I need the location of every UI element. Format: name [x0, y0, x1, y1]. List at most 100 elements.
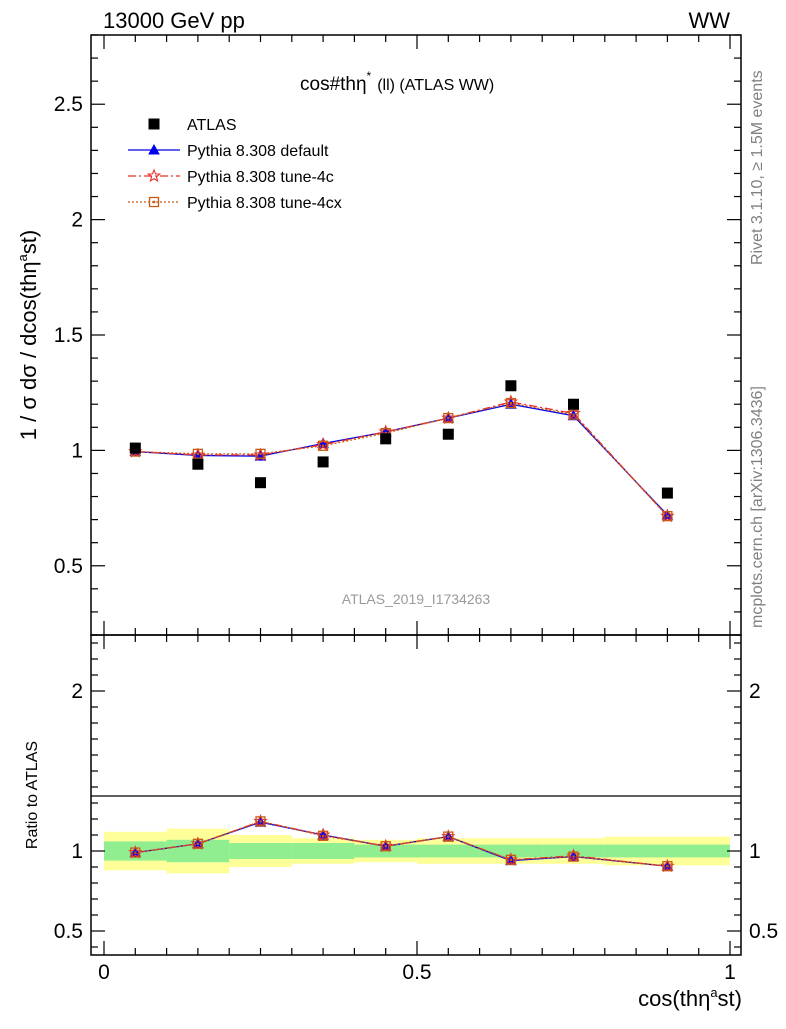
plot-title-sup: *	[367, 69, 372, 83]
main-point-tune-4cx	[568, 409, 579, 420]
legend-label: ATLAS	[187, 117, 237, 134]
y-tick-label: 1.5	[54, 324, 83, 347]
ratio-point-tune-4cx-center	[134, 851, 137, 854]
atlas-data-point	[317, 456, 329, 468]
ratio-point-tune-4cx-center	[666, 865, 669, 868]
ratio-point-tune-4cx	[192, 838, 204, 849]
ratio-point-tune-4cx-center	[259, 820, 262, 823]
ratio-y-tick-label-right: 2	[749, 680, 761, 703]
main-point-tune-4cx	[662, 511, 673, 522]
ratio-y-tick-label: 0.5	[54, 920, 83, 943]
ratio-point-tune-4cx	[443, 831, 454, 842]
legend-marker-tune4c	[146, 168, 162, 183]
x-axis-label-main: cos(thη	[638, 986, 710, 1011]
band-inner-bin	[604, 844, 730, 858]
main-point-tune-4cx-center	[384, 431, 387, 435]
x-axis-label-end: st)	[718, 986, 742, 1011]
x-tick-label: 1	[724, 961, 736, 984]
main-point-tune-4cx-center	[509, 401, 513, 405]
legend-label: Pythia 8.308 tune-4c	[187, 169, 334, 186]
legend-label: Pythia 8.308 default	[187, 143, 329, 160]
ratio-point-tune-4cx-center	[447, 835, 450, 838]
ratio-point-tune-4cx-center	[384, 845, 387, 848]
ratio-y-tick-label-right: 0.5	[749, 920, 778, 943]
y-axis-label: 1 / σ dσ / dcos(thηast)	[15, 230, 41, 440]
main-point-tune-4cx-center	[321, 444, 325, 447]
atlas-data-point	[129, 442, 141, 454]
ratio-y-tick-label-right: 1	[749, 840, 761, 863]
header-left: 13000 GeV pp	[103, 8, 245, 33]
legend-marker-atlas	[148, 118, 160, 130]
atlas-data-point	[568, 398, 579, 410]
main-line-tune-4c	[135, 401, 668, 517]
main-panel: 0.5 1 1.5 2 2.5 ATLAS_2019_I1734263 cos#thη*…	[54, 34, 742, 636]
watermark: ATLAS_2019_I1734263	[342, 591, 491, 607]
y-tick-label: 2	[71, 209, 83, 232]
band-inner-bin	[417, 844, 480, 858]
ratio-y-tick-label: 2	[71, 680, 83, 703]
y-axis-label-sup: a	[15, 253, 30, 261]
mcplots-label: mcplots.cern.ch [arXiv:1306.3436]	[749, 386, 766, 628]
atlas-data-point	[255, 477, 266, 489]
ratio-y-tick-label: 1	[71, 840, 83, 863]
main-point-tune-4cx	[317, 440, 329, 451]
main-point-tune-4cx	[443, 412, 454, 424]
plot-title-main: cos#thη	[300, 74, 367, 95]
band-inner-bin	[291, 843, 355, 859]
legend-marker-tune4cx-center	[152, 200, 156, 204]
ratio-point-tune-4cx	[317, 830, 329, 841]
ratio-series	[128, 813, 675, 873]
atlas-data-point	[505, 380, 517, 392]
ratio-point-tune-4cx	[505, 854, 517, 865]
y-axis-label-end: st)	[16, 230, 41, 254]
y-axis-label-main: 1 / σ dσ / dcos(thη	[16, 261, 41, 440]
legend-marker-tune4cx	[148, 196, 160, 208]
main-point-tune-4cx	[255, 448, 266, 459]
ratio-point-tune-4cx	[380, 841, 391, 852]
main-point-tune-4cx-center	[196, 452, 200, 456]
main-ticks: 0.5 1 1.5 2 2.5	[54, 34, 741, 636]
legend-label: Pythia 8.308 tune-4cx	[187, 195, 342, 212]
main-point-tune-4cx-center	[666, 514, 669, 518]
main-point-tune-4cx	[192, 448, 204, 459]
main-point-tune-4cx-center	[447, 416, 450, 420]
main-point-tune-4cx-center	[572, 413, 575, 416]
legend-marker-default	[148, 143, 160, 155]
main-series	[128, 380, 675, 523]
main-point-tune-4cx	[505, 397, 517, 409]
ratio-point-tune-4cx-center	[509, 858, 513, 861]
ratio-point-tune-4cx-center	[196, 842, 200, 845]
ratio-point-tune-4cx	[662, 861, 673, 872]
x-axis-label: cos(thηast)	[638, 985, 742, 1011]
ratio-point-tune-4cx-center	[572, 855, 575, 858]
y-tick-label: 1	[71, 439, 83, 462]
atlas-data-point	[661, 487, 673, 499]
x-axis-label-sup: a	[710, 985, 718, 1000]
ratio-panel: 0.5 0.5 1 1 2 2 0 0.5 1	[54, 634, 778, 984]
band-inner-bin	[229, 843, 292, 859]
ratio-y-axis-label: Ratio to ATLAS	[24, 741, 41, 849]
ratio-point-tune-4cx	[130, 847, 141, 858]
y-tick-label: 2.5	[54, 93, 83, 116]
main-line-tune-4cx	[135, 402, 668, 517]
main-line-default	[135, 403, 668, 516]
ratio-bands	[104, 828, 730, 874]
header-right: WW	[688, 8, 730, 33]
plot-title-rest: (ll) (ATLAS WW)	[377, 77, 494, 94]
ratio-frame	[90, 634, 742, 956]
main-point-tune-4cx-center	[259, 452, 262, 456]
ratio-ticks: 0.5 0.5 1 1 2 2 0 0.5 1	[54, 635, 778, 984]
x-tick-label: 0	[98, 961, 110, 984]
x-tick-label: 0.5	[402, 961, 431, 984]
plot-title: cos#thη* (ll) (ATLAS WW)	[300, 69, 494, 95]
ratio-point-tune-4cx-center	[321, 834, 325, 837]
rivet-label: Rivet 3.1.10, ≥ 1.5M events	[749, 70, 766, 265]
atlas-data-point	[442, 428, 454, 440]
atlas-data-point	[192, 458, 204, 470]
atlas-data-point	[380, 433, 392, 445]
ratio-point-tune-4cx	[255, 816, 266, 827]
legend: ATLAS Pythia 8.308 default Pythia 8.308 tu…	[128, 117, 342, 212]
ratio-point-tune-4cx	[568, 851, 579, 862]
y-tick-label: 0.5	[54, 555, 83, 578]
